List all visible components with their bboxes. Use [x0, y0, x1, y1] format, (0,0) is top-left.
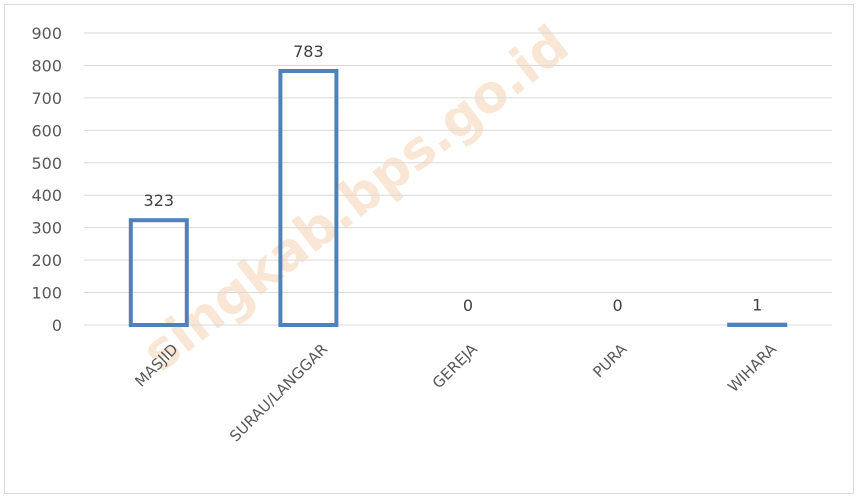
bar-masjid	[128, 218, 189, 327]
chart-frame	[4, 4, 854, 494]
data-label: 1	[752, 296, 762, 315]
data-label: 0	[463, 296, 473, 315]
y-tick-label: 600	[31, 121, 62, 140]
y-tick-label: 100	[31, 284, 62, 303]
bar-surau-langgar	[278, 68, 339, 327]
data-label: 783	[293, 42, 324, 61]
y-tick-label: 400	[31, 186, 62, 205]
y-tick-label: 500	[31, 154, 62, 173]
bars	[128, 68, 788, 328]
data-labels: 323 783 0 0 1	[144, 42, 763, 315]
category-label: GEREJA	[429, 340, 481, 392]
category-label: WIHARA	[724, 340, 780, 396]
y-tick-label: 800	[31, 56, 62, 75]
category-label: MASJID	[131, 340, 181, 390]
data-label: 0	[613, 296, 623, 315]
category-labels: MASJID SURAU/LANGGAR GEREJA PURA WIHARA	[131, 340, 780, 446]
data-label: 323	[144, 191, 175, 210]
y-tick-label: 0	[52, 316, 62, 335]
y-axis-ticks: 0 100 200 300 400 500 600 700 800 900	[31, 24, 62, 335]
category-label: PURA	[589, 340, 631, 382]
y-tick-label: 200	[31, 251, 62, 270]
y-tick-label: 700	[31, 89, 62, 108]
category-label: SURAU/LANGGAR	[226, 340, 331, 445]
y-tick-label: 900	[31, 24, 62, 43]
y-tick-label: 300	[31, 219, 62, 238]
gridlines	[84, 32, 832, 326]
